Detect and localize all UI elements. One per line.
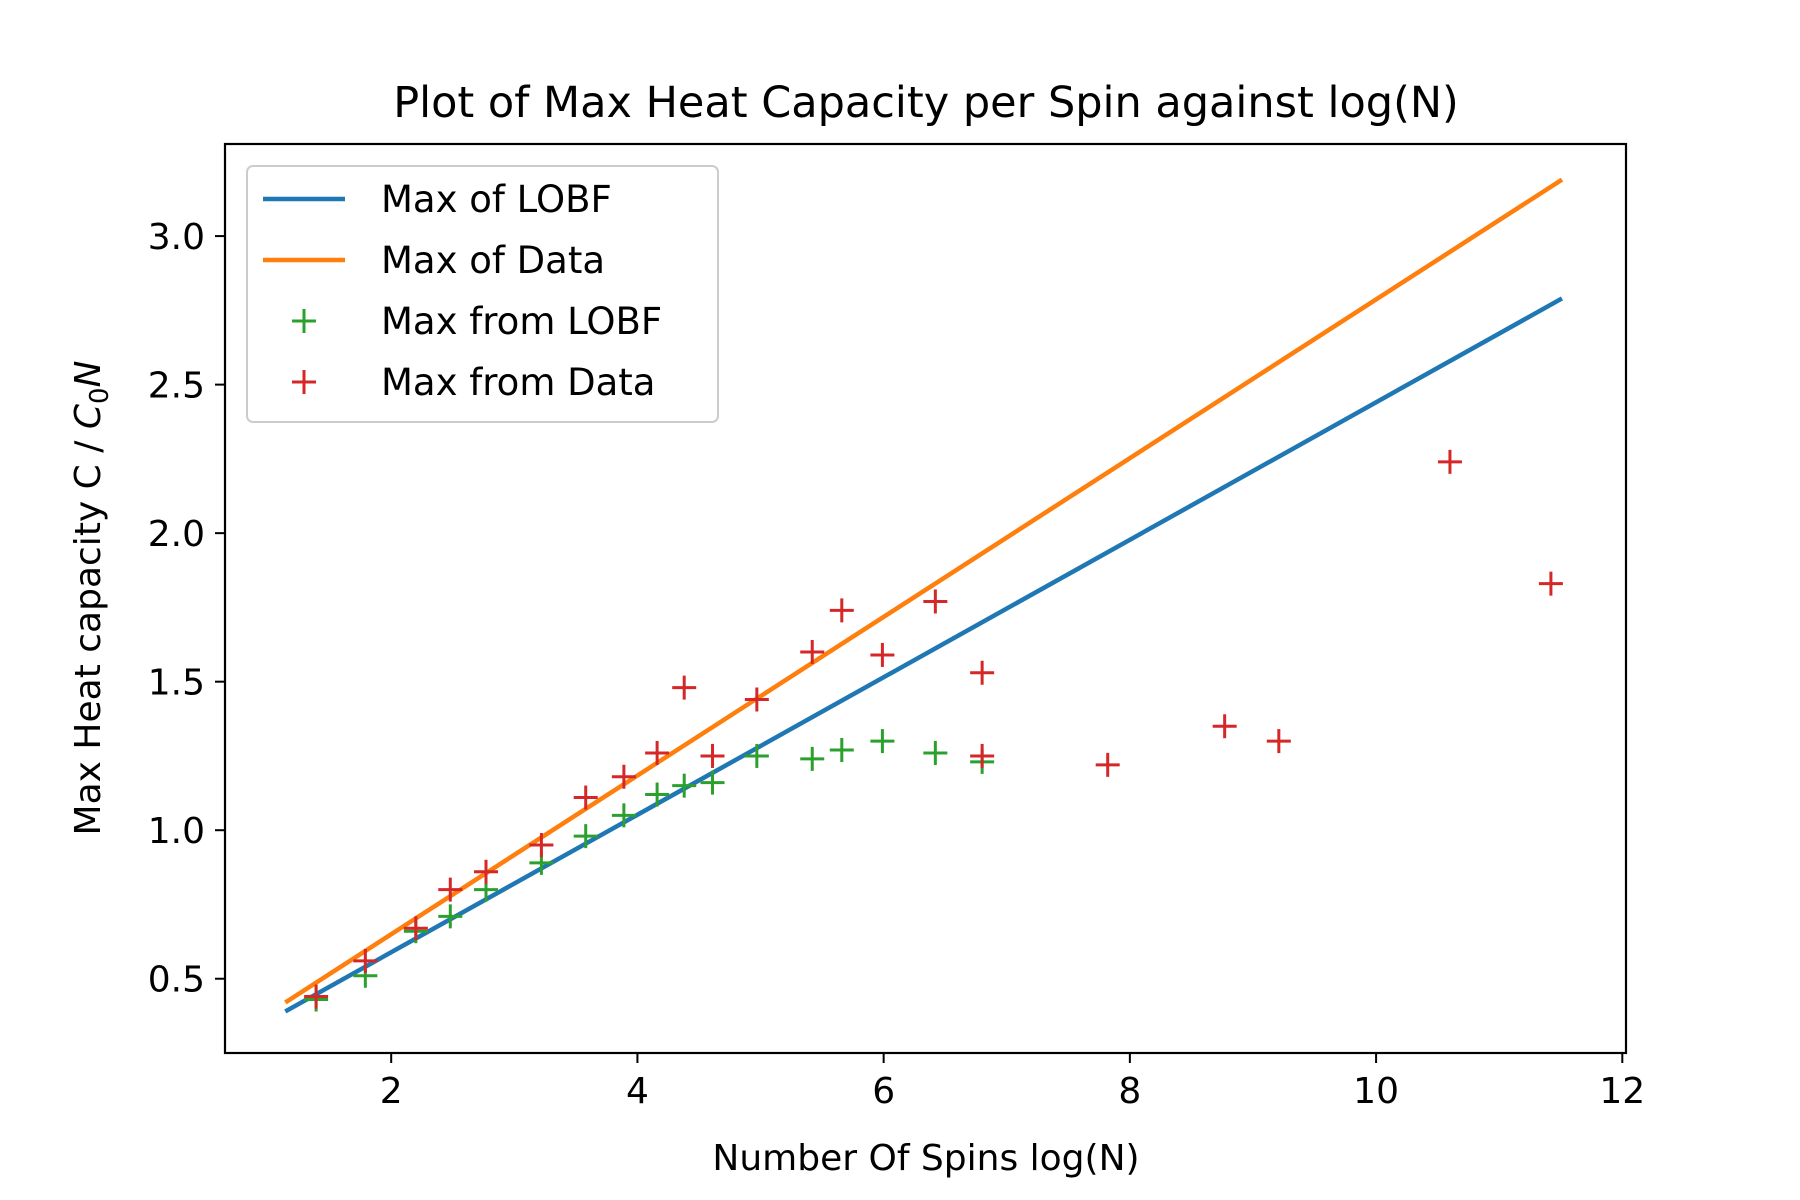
series-line-max-of-data (284, 177, 1564, 1005)
data-point-max-from-data (672, 675, 697, 700)
data-point-max-from-data (1266, 729, 1291, 754)
y-axis: 0.5 1.0 1.5 2.0 2.5 3.0 (148, 217, 225, 1001)
series-line-max-of-lobf (284, 296, 1564, 1014)
data-point-max-from-data (611, 764, 636, 789)
data-point-max-from-lobf (438, 904, 463, 929)
legend-label-max-of-data: Max of Data (381, 239, 605, 282)
plot-area (284, 177, 1564, 1014)
legend: Max of LOBF Max of Data Max from LOBF Ma… (246, 165, 719, 423)
legend-marker-icon (292, 309, 316, 333)
data-point-max-from-lobf (800, 746, 825, 771)
y-tick-label: 3.0 (148, 217, 205, 258)
data-point-max-from-lobf (700, 770, 725, 795)
data-point-max-from-lobf (672, 773, 697, 798)
x-tick-label: 6 (872, 1071, 895, 1112)
data-point-max-from-data (438, 877, 463, 902)
legend-label-max-of-lobf: Max of LOBF (381, 178, 612, 221)
y-tick-label: 0.5 (148, 960, 205, 1001)
y-axis-label-main: Max Heat capacity C / (68, 429, 109, 835)
data-point-max-from-data (1212, 714, 1237, 739)
x-tick-label: 2 (380, 1071, 403, 1112)
data-point-max-from-data (970, 660, 995, 685)
y-tick-label: 1.5 (148, 663, 205, 704)
x-tick-label: 10 (1353, 1071, 1399, 1112)
y-tick-label: 2.0 (148, 514, 205, 555)
legend-label-max-from-lobf: Max from LOBF (381, 300, 662, 343)
y-axis-label-symbol: C (68, 403, 109, 429)
legend-label-max-from-data: Max from Data (381, 361, 655, 404)
data-point-max-from-data (1095, 752, 1120, 777)
data-point-max-from-lobf (829, 738, 854, 762)
legend-frame (246, 165, 719, 423)
data-point-max-from-data (970, 743, 995, 768)
data-point-max-from-data (1538, 571, 1563, 596)
data-point-max-from-lobf (573, 824, 598, 849)
legend-marker-max-from-data (292, 370, 316, 394)
axes-frame (223, 142, 1628, 1055)
data-point-max-from-lobf (744, 743, 769, 768)
data-point-max-from-data (870, 642, 895, 667)
data-point-max-from-data (573, 785, 598, 810)
x-tick-label: 4 (626, 1071, 649, 1112)
legend-marker-max-from-lobf (292, 309, 316, 333)
data-point-max-from-lobf (870, 729, 895, 754)
legend-marker-icon (292, 370, 316, 394)
data-point-max-from-data (473, 859, 498, 884)
data-point-max-from-data (304, 984, 329, 1009)
data-point-max-from-data (744, 687, 769, 712)
y-axis-label: Max Heat capacity C / C0N (68, 361, 115, 836)
data-point-max-from-lobf (611, 803, 636, 828)
y-axis-label-subscript: 0 (85, 387, 115, 404)
chart-title: Plot of Max Heat Capacity per Spin again… (393, 78, 1459, 128)
y-axis-label-tail: N (68, 361, 109, 388)
data-point-max-from-data (923, 589, 948, 614)
data-point-max-from-data (700, 743, 725, 768)
x-tick-label: 8 (1118, 1071, 1141, 1112)
x-tick-label: 12 (1599, 1071, 1645, 1112)
data-point-max-from-data (403, 916, 428, 941)
x-axis: 2 4 6 8 10 12 (380, 1053, 1645, 1112)
data-point-max-from-lobf (645, 782, 670, 807)
data-point-max-from-lobf (923, 740, 948, 765)
data-point-max-from-data (829, 598, 854, 623)
data-point-max-from-data (353, 948, 378, 973)
data-point-max-from-data (645, 740, 670, 765)
data-point-max-from-data (1437, 449, 1462, 474)
data-point-max-from-data (529, 833, 554, 858)
x-axis-label: Number Of Spins log(N) (712, 1138, 1139, 1179)
data-point-max-from-data (800, 639, 825, 664)
y-tick-label: 1.0 (148, 811, 205, 852)
y-tick-label: 2.5 (148, 366, 205, 407)
